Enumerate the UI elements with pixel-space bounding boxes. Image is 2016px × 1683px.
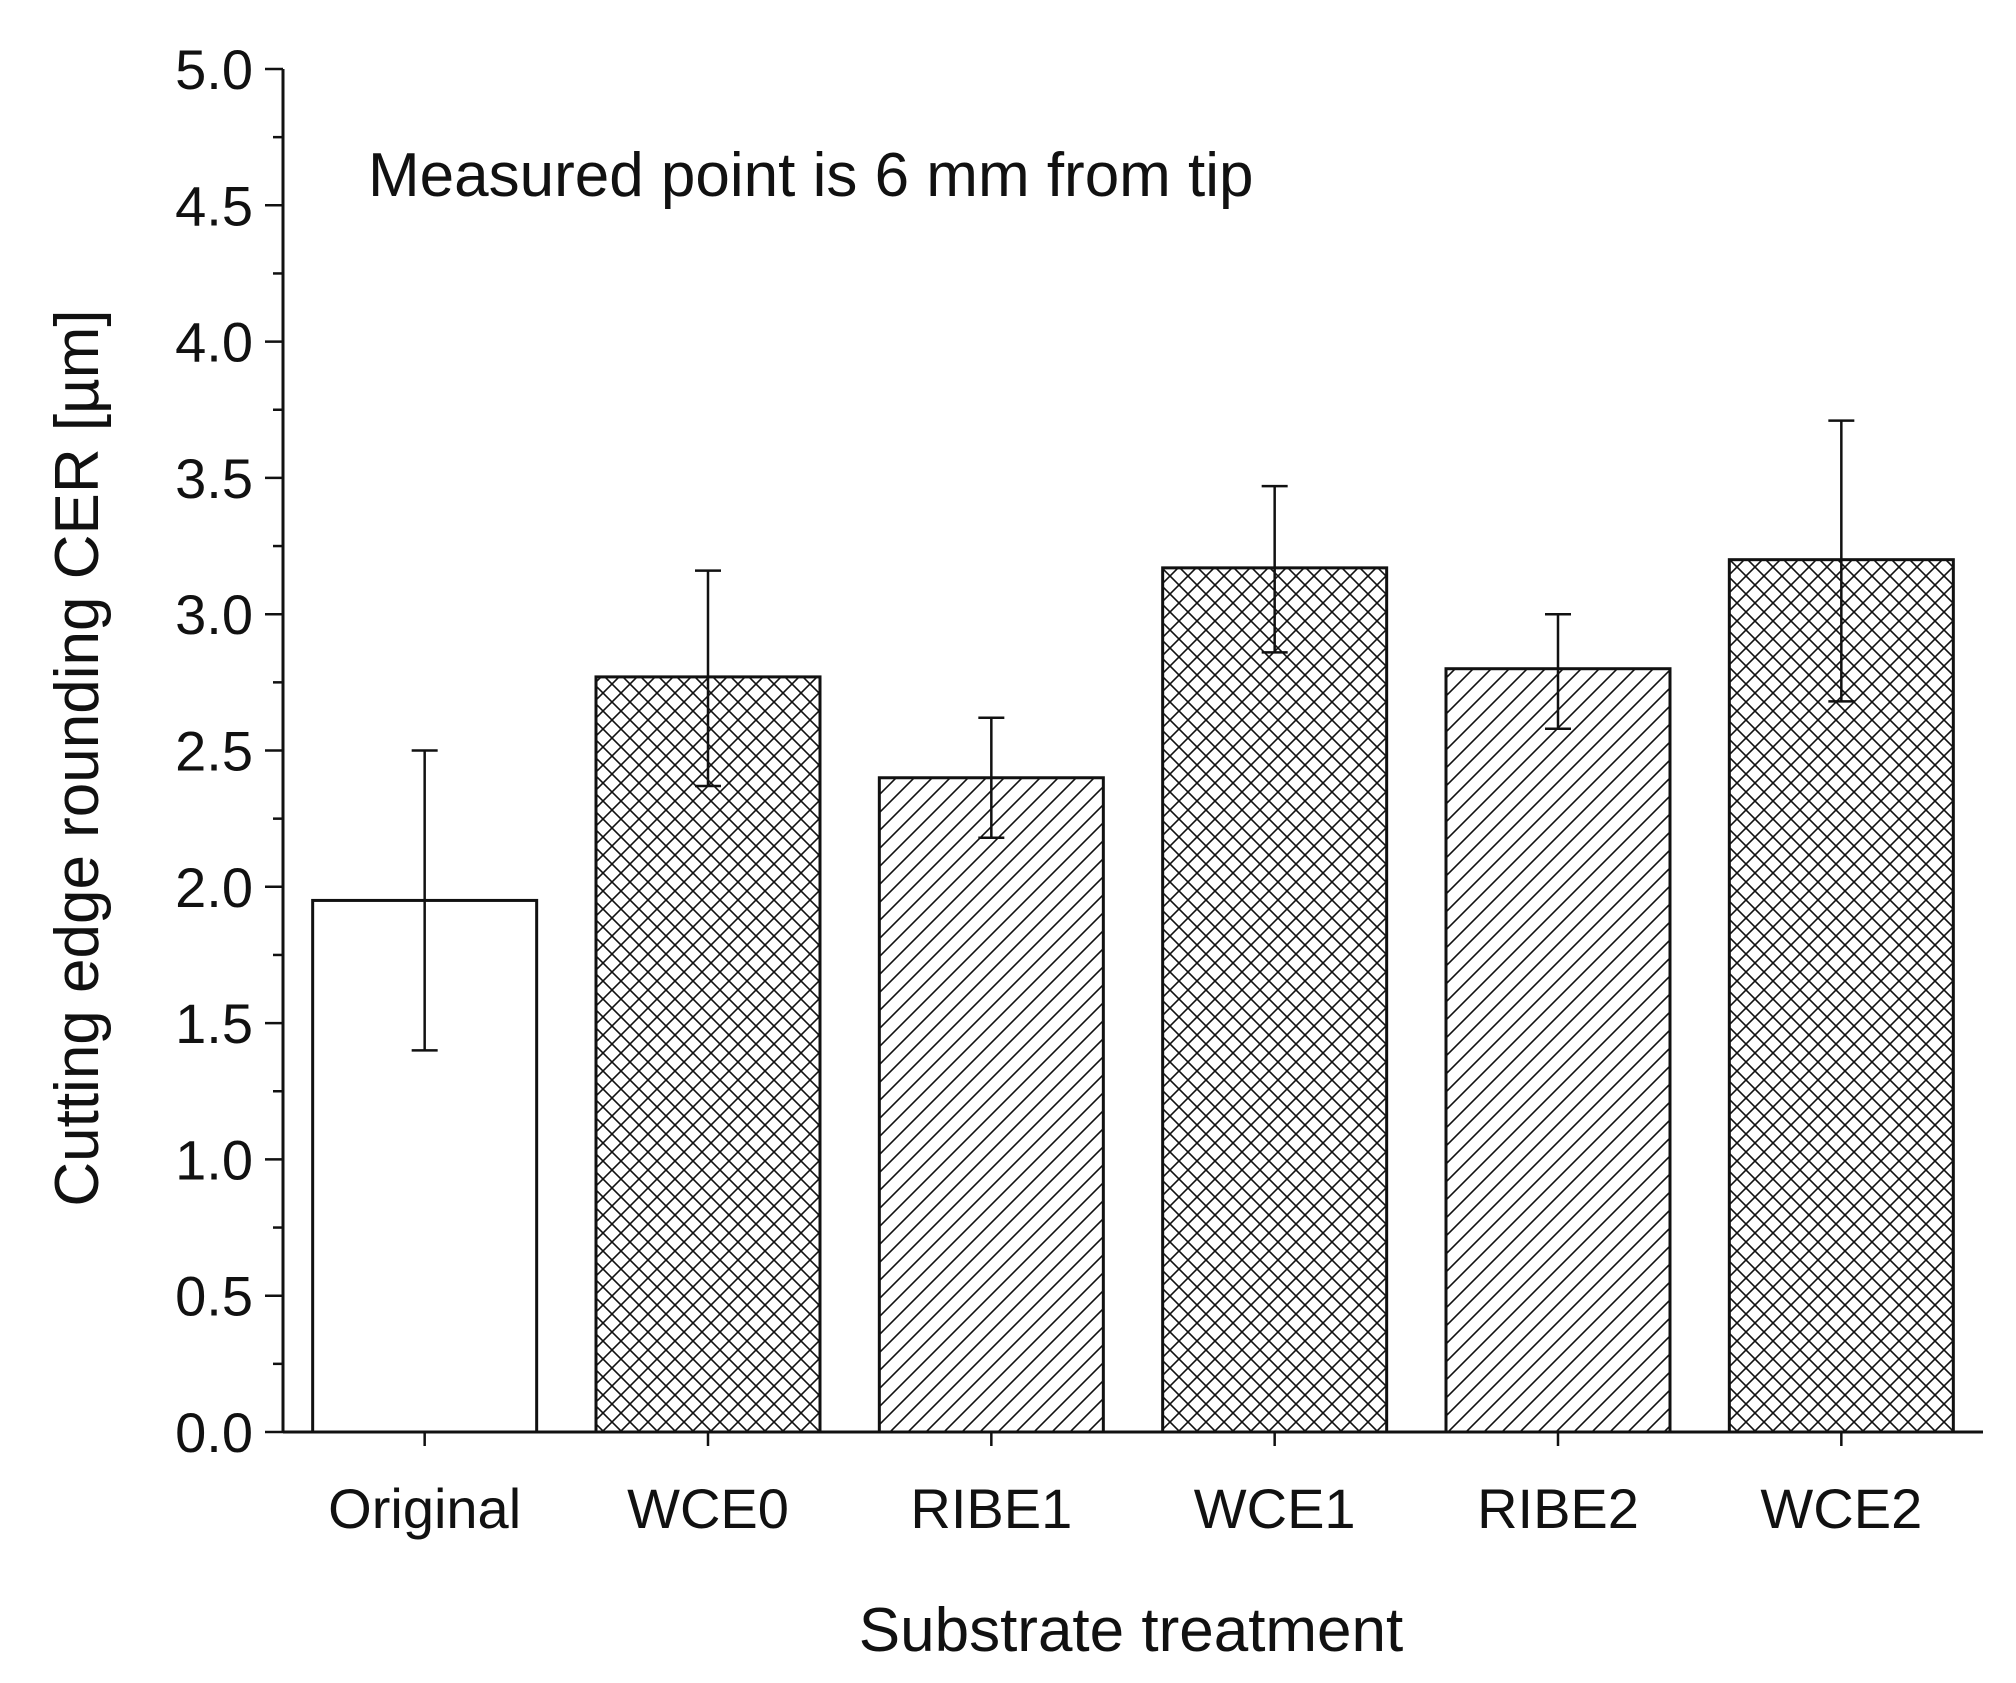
bar-wce0 [594,675,822,1434]
y-tick-label: 1.5 [175,992,253,1055]
x-tick-label: RIBE2 [1477,1477,1639,1540]
y-tick-labels: 0.0 0.5 1.0 1.5 2.0 2.5 3.0 3.5 4.0 4.5 5.0 [175,38,253,1464]
error-bars [411,419,1855,1052]
x-axis-title: Substrate treatment [859,1596,1404,1665]
bar-wce2 [1727,558,1955,1434]
bar-ribe2 [1444,667,1672,1434]
bars [311,558,1955,1434]
y-axis-title: Cutting edge rounding CER [µm] [43,309,112,1206]
x-axis-ticks [423,1432,1843,1446]
x-tick-label: WCE2 [1760,1477,1922,1540]
y-tick-label: 3.5 [175,447,253,510]
y-tick-label: 2.0 [175,856,253,919]
y-tick-label: 1.0 [175,1128,253,1191]
y-tick-label: 3.0 [175,583,253,646]
chart-annotation: Measured point is 6 mm from tip [368,141,1254,210]
x-tick-label: WCE0 [627,1477,789,1540]
x-tick-labels: Original WCE0 RIBE1 WCE1 RIBE2 WCE2 [328,1477,1922,1540]
y-tick-label: 4.0 [175,311,253,374]
x-tick-label: RIBE1 [910,1477,1072,1540]
bar-ribe1 [877,776,1105,1434]
y-tick-label: 0.5 [175,1265,253,1328]
y-tick-label: 5.0 [175,38,253,101]
y-axis-ticks [265,67,283,1434]
bar-wce1 [1161,566,1389,1434]
y-tick-label: 0.0 [175,1401,253,1464]
y-tick-label: 2.5 [175,720,253,783]
x-tick-label: Original [328,1477,521,1540]
y-tick-label: 4.5 [175,174,253,237]
x-tick-label: WCE1 [1194,1477,1356,1540]
